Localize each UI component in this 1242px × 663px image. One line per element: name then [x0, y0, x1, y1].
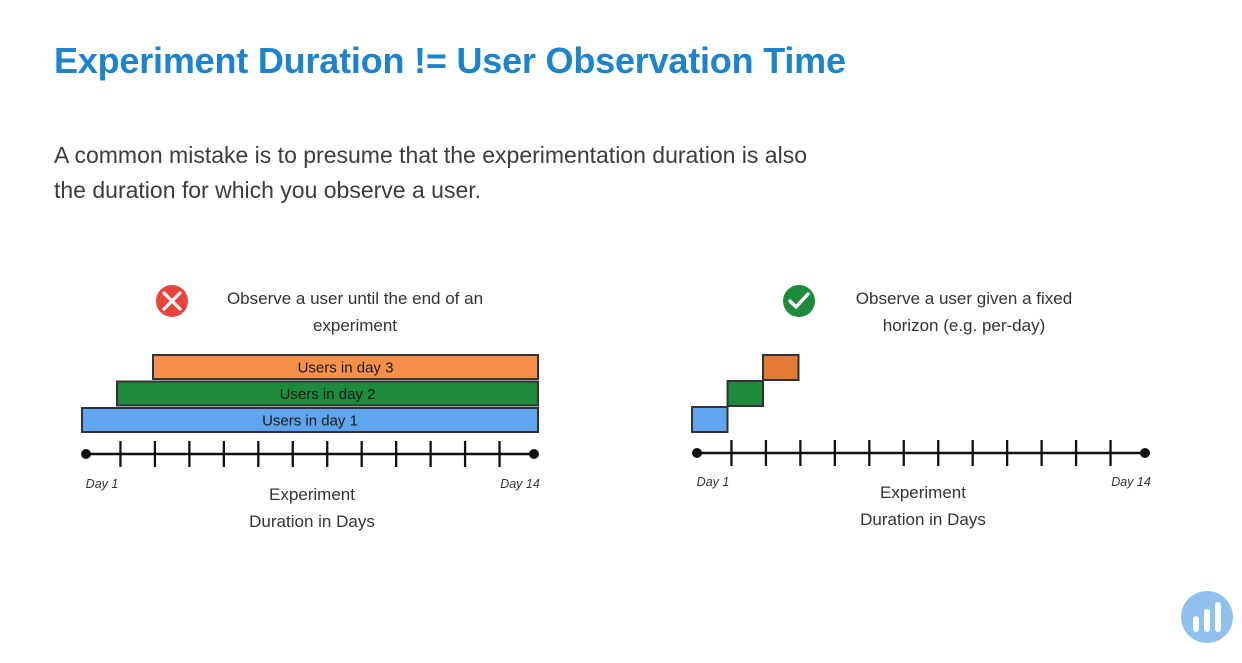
right-axis [692, 440, 1150, 466]
page-title: Experiment Duration != User Observation … [54, 40, 846, 81]
left-axis-end-label: Day 14 [500, 477, 540, 491]
right-axis-end-dot [1140, 448, 1150, 458]
right-block-day-2 [726, 380, 764, 407]
right-axis-title-line-1: Experiment [880, 483, 966, 502]
right-block-day-1 [691, 406, 729, 433]
left-bar-label: Users in day 3 [298, 360, 394, 377]
left-bar-day-3 [152, 354, 539, 380]
left-bar-day-1 [81, 407, 539, 433]
check-circle-icon [783, 285, 815, 317]
right-blocks [691, 354, 800, 433]
body-line-2: the duration for which you observe a use… [54, 177, 482, 203]
right-caption-line-1: Observe a user given a fixed [856, 289, 1072, 308]
body-paragraph: A common mistake is to presume that the … [54, 138, 954, 208]
left-bar-day-2 [116, 380, 539, 407]
right-block-day-3 [762, 354, 800, 381]
right-axis-end-label: Day 14 [1111, 475, 1151, 489]
right-axis-start-label: Day 1 [697, 475, 730, 489]
right-axis-title-line-2: Duration in Days [860, 510, 986, 529]
right-caption-line-2: horizon (e.g. per-day) [883, 316, 1046, 335]
x-circle-icon [156, 285, 188, 317]
left-bar-label: Users in day 2 [280, 386, 376, 403]
left-bars: Users in day 3 Users in day 2 Users in day… [81, 354, 539, 433]
left-axis-title-line-2: Duration in Days [249, 512, 375, 531]
left-axis [81, 441, 539, 467]
left-axis-start-label: Day 1 [86, 477, 119, 491]
right-axis-start-dot [692, 448, 702, 458]
body-line-1: A common mistake is to presume that the … [54, 142, 807, 168]
left-axis-title-line-1: Experiment [269, 485, 355, 504]
left-caption-line-2: experiment [313, 316, 397, 335]
left-caption-line-1: Observe a user until the end of an [227, 289, 483, 308]
left-panel: Observe a user until the end of an exper… [81, 285, 540, 531]
left-bar-label: Users in day 1 [262, 413, 358, 430]
right-panel: Observe a user given a fixed horizon (e.… [691, 285, 1151, 529]
bar-chart-logo-icon [1181, 591, 1233, 643]
left-axis-end-dot [529, 449, 539, 459]
left-axis-start-dot [81, 449, 91, 459]
